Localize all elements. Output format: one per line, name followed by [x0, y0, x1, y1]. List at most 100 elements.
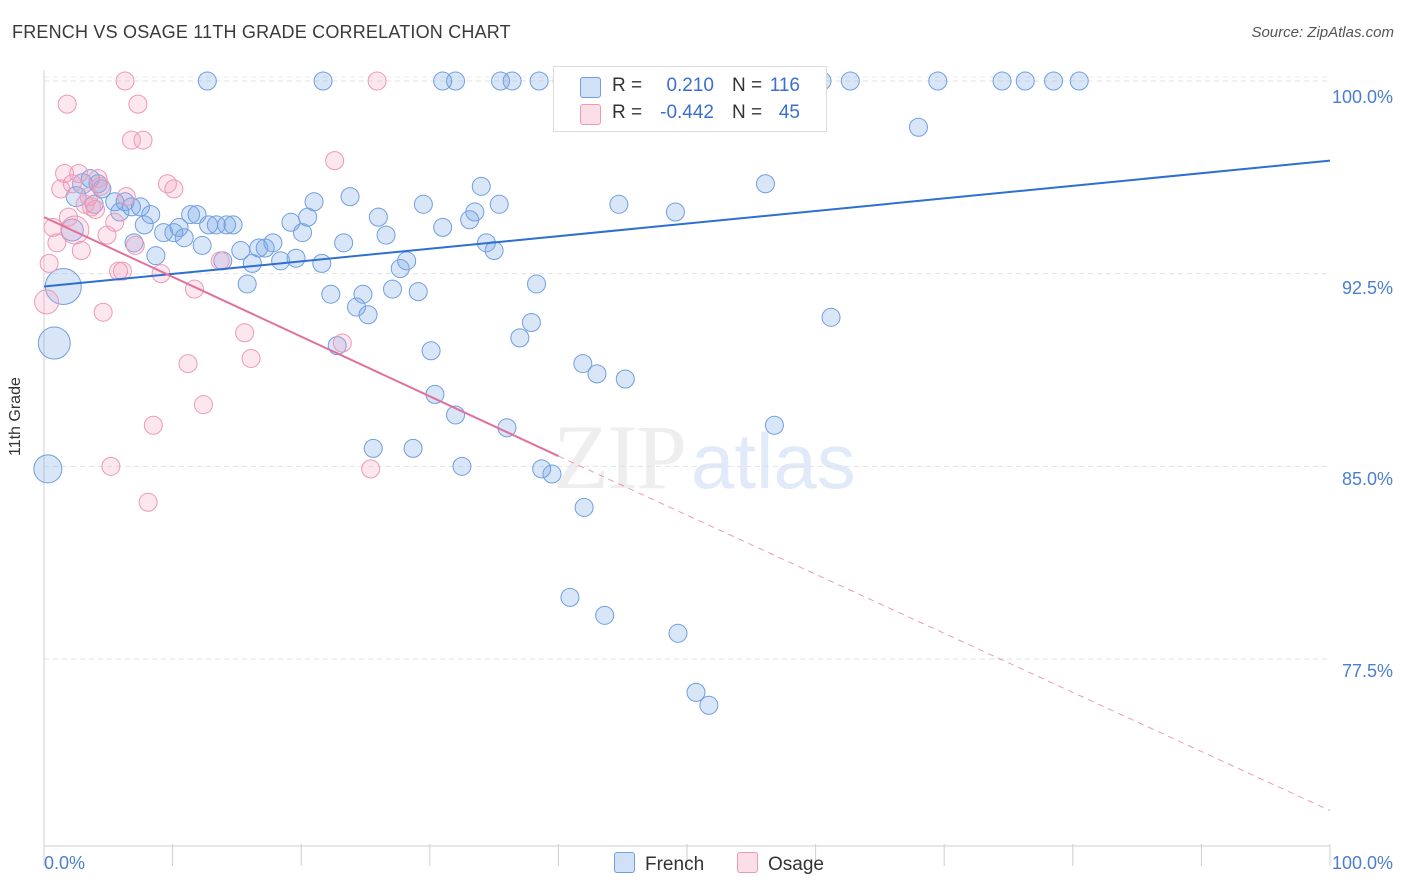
french-point	[686, 682, 706, 702]
french-point	[615, 369, 635, 389]
french-point	[928, 71, 948, 91]
french-point	[237, 274, 257, 294]
french-point	[327, 336, 347, 356]
french-point	[560, 587, 580, 607]
french-point	[764, 415, 784, 435]
osage-point	[85, 199, 105, 219]
legend-item-french[interactable]: French	[614, 852, 704, 876]
osage-point	[69, 163, 89, 183]
french-point	[146, 246, 166, 266]
french-point	[363, 438, 383, 458]
french-point	[321, 284, 341, 304]
french-n-value: 116	[769, 75, 800, 96]
osage-trend-line-extrapolated	[558, 455, 1331, 812]
french-point	[169, 217, 189, 237]
osage-point	[112, 261, 132, 281]
french-r-value: 0.210	[666, 75, 714, 96]
osage-point	[71, 241, 91, 261]
osage-point	[88, 169, 108, 189]
french-point	[510, 328, 530, 348]
french-point	[197, 71, 217, 91]
french-point	[489, 194, 509, 214]
osage-point	[241, 348, 261, 368]
french-point	[521, 312, 541, 332]
osage-point	[164, 179, 184, 199]
osage-point	[57, 94, 77, 114]
osage-point	[51, 179, 71, 199]
french-point	[217, 215, 237, 235]
french-point	[452, 456, 472, 476]
osage-point	[47, 233, 67, 253]
french-point	[271, 251, 291, 271]
osage-point	[93, 302, 113, 322]
french-legend-swatch	[614, 852, 635, 873]
y-tick-label-77-5: 77.5%	[1341, 661, 1393, 681]
osage-point	[60, 215, 90, 245]
osage-legend-label: Osage	[768, 854, 824, 875]
osage-point	[367, 71, 387, 91]
french-point	[502, 71, 522, 91]
osage-point	[91, 176, 111, 196]
y-tick-label-92-5: 92.5%	[1341, 278, 1393, 298]
french-point	[383, 279, 403, 299]
french-point	[358, 305, 378, 325]
french-point	[908, 117, 928, 137]
french-point	[491, 71, 511, 91]
osage-point	[210, 251, 230, 271]
french-point	[665, 202, 685, 222]
french-point	[37, 326, 71, 360]
osage-point	[143, 415, 163, 435]
osage-point	[157, 174, 177, 194]
series-legend: French Osage	[0, 852, 1406, 878]
french-point	[1069, 71, 1089, 91]
osage-point	[101, 456, 121, 476]
french-r-label: R =	[612, 75, 643, 96]
osage-n-value: 45	[778, 102, 800, 123]
french-swatch	[580, 77, 601, 98]
chart-title: FRENCH VS OSAGE 11TH GRADE CORRELATION C…	[12, 22, 511, 42]
french-point	[304, 192, 324, 212]
french-point	[174, 228, 194, 248]
watermark: ZIPatlas	[553, 404, 856, 510]
french-point	[821, 307, 841, 327]
french-point	[471, 176, 491, 196]
french-point	[484, 241, 504, 261]
french-point	[699, 695, 719, 715]
french-point	[397, 251, 417, 271]
french-point	[334, 233, 354, 253]
french-point	[465, 202, 485, 222]
french-point	[574, 497, 594, 517]
osage-legend-swatch	[737, 852, 758, 873]
french-point	[249, 238, 269, 258]
french-point	[368, 207, 388, 227]
legend-item-osage[interactable]: Osage	[737, 852, 824, 876]
osage-point	[361, 459, 381, 479]
french-point	[527, 274, 547, 294]
french-point	[286, 248, 306, 268]
french-point	[1044, 71, 1064, 91]
osage-point	[115, 71, 135, 91]
french-point	[181, 205, 201, 225]
french-point	[413, 194, 433, 214]
french-legend-label: French	[645, 854, 705, 875]
y-tick-label-85: 85.0%	[1341, 469, 1393, 489]
osage-r-value: -0.442	[660, 102, 714, 123]
french-point	[390, 259, 410, 279]
osage-point	[39, 253, 59, 273]
french-point	[532, 459, 552, 479]
osage-swatch	[580, 104, 601, 125]
osage-r-label: R =	[612, 102, 643, 123]
x-tick-label-min: 0.0%	[44, 853, 86, 873]
french-point	[609, 194, 629, 214]
osage-n-label: N =	[732, 102, 763, 123]
french-point	[542, 464, 562, 484]
source-label: Source: ZipAtlas.com	[1251, 24, 1394, 41]
french-point	[403, 438, 423, 458]
legend-row-osage: R = -0.442 N = 45	[554, 102, 826, 128]
watermark-atlas: atlas	[691, 417, 856, 505]
osage-point	[55, 163, 75, 183]
french-point	[433, 71, 453, 91]
y-tick-label-100: 100.0%	[1331, 87, 1393, 107]
french-point	[192, 235, 212, 255]
french-point	[992, 71, 1012, 91]
